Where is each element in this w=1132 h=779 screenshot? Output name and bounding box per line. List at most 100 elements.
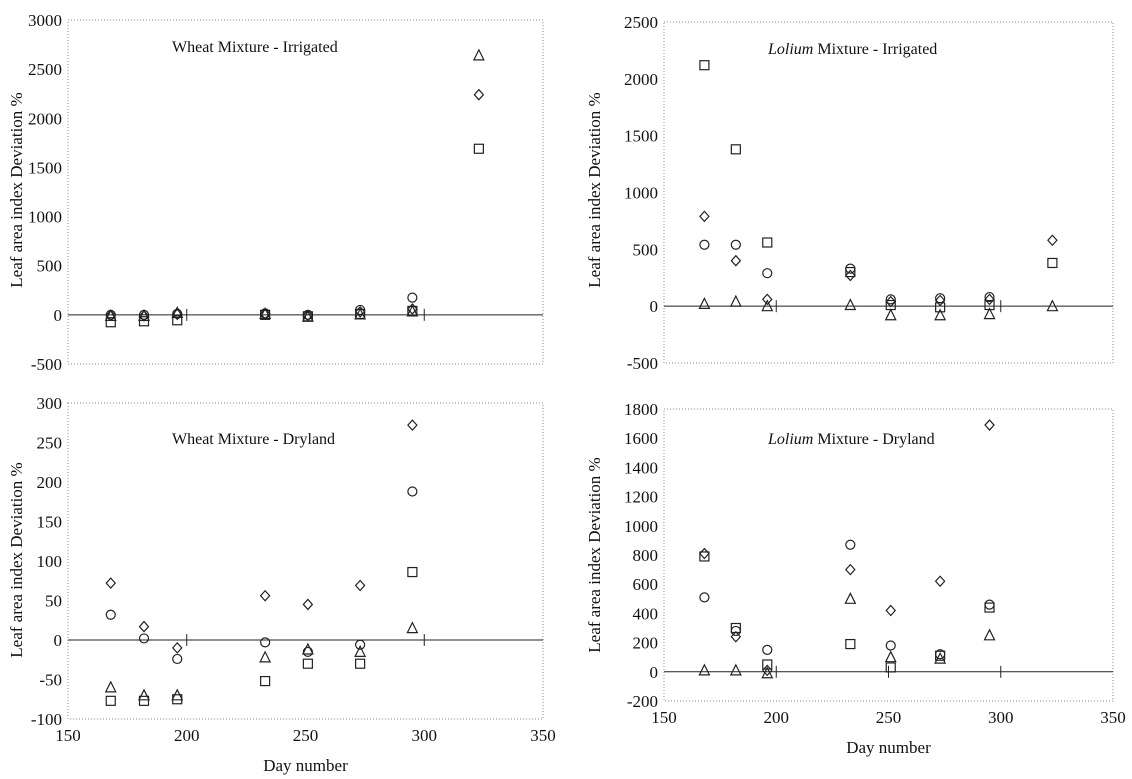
y-tick-label: -100 [31, 710, 62, 729]
x-tick-label: 300 [412, 726, 438, 745]
panel-4: -200 0 200 400 600 800 1000 1200 1400 1600 1800 150… [585, 400, 1126, 757]
triangle-point [983, 307, 996, 320]
triangle-point [171, 688, 184, 701]
diamond-point [984, 293, 995, 306]
square-point [885, 662, 896, 673]
triangle-point [698, 663, 711, 676]
y-tick-label: 3000 [28, 11, 62, 30]
square-point [845, 638, 856, 650]
diamond-point [354, 306, 366, 318]
diamond-point [885, 604, 897, 617]
triangle-point [1046, 299, 1059, 312]
plot-frame [663, 408, 1114, 702]
panel-title-part: Wheat Mixture - Irrigated [172, 39, 338, 56]
y-tick-label: 50 [45, 592, 62, 611]
triangle-point [761, 299, 774, 312]
triangle-point [698, 297, 711, 309]
diamond-point [761, 664, 773, 677]
y-tick-label: 200 [633, 634, 659, 653]
triangle-point [301, 309, 314, 322]
triangle-point [934, 308, 947, 321]
circle-point [407, 292, 418, 303]
triangle-point [171, 306, 184, 318]
triangle-point [884, 308, 897, 321]
circle-point [407, 486, 418, 497]
y-tick-label: 0 [650, 297, 659, 316]
triangle-point [472, 48, 485, 61]
y-tick-label: 100 [37, 552, 63, 571]
panel-title-part: Mixture - Irrigated [813, 41, 937, 58]
y-tick-label: 2500 [624, 13, 658, 32]
square-point [105, 695, 116, 706]
circle-point [845, 263, 856, 274]
circle-point [984, 599, 995, 610]
y-tick-label: 0 [54, 306, 63, 325]
plot-frame [67, 402, 544, 720]
y-tick-label: -200 [627, 692, 658, 711]
y-tick-label: 0 [650, 663, 659, 682]
diamond-point [354, 579, 366, 592]
x-tick-label: 350 [530, 726, 556, 745]
circle-point [984, 291, 995, 303]
circle-point [885, 294, 896, 305]
circle-point [260, 637, 271, 648]
diamond-point [302, 309, 314, 322]
triangle-point [301, 642, 314, 655]
circle-point [845, 539, 856, 550]
diamond-point [302, 598, 314, 611]
x-tick-label: 250 [876, 708, 902, 727]
triangle-point [104, 308, 117, 321]
square-point [407, 566, 418, 578]
panel-title: Lolium Mixture - Irrigated [767, 41, 937, 58]
x-axis-label: Day number [846, 738, 931, 757]
x-tick-label: 200 [174, 726, 200, 745]
diamond-point [984, 419, 995, 431]
diamond-point [1047, 234, 1058, 247]
y-tick-label: 500 [37, 257, 63, 276]
circle-point [105, 609, 116, 620]
triangle-point [729, 663, 742, 676]
x-tick-label: 300 [988, 708, 1014, 727]
triangle-point [138, 308, 150, 321]
square-point [699, 60, 710, 71]
diamond-point [761, 293, 773, 306]
triangle-point [138, 688, 150, 701]
triangle-point [761, 666, 774, 679]
y-tick-label: 1500 [28, 158, 62, 177]
square-point [473, 143, 484, 154]
triangle-point [934, 651, 947, 664]
x-tick-label: 150 [55, 726, 81, 745]
diamond-point [730, 254, 742, 267]
circle-point [762, 268, 773, 279]
diamond-point [473, 88, 485, 101]
diamond-point [407, 303, 418, 315]
square-point [984, 602, 995, 613]
y-tick-label: 1200 [624, 488, 658, 507]
y-tick-label: 1000 [624, 517, 658, 536]
panel-2: -500 0 500 1000 1500 2000 2500 Leaf area index … [585, 13, 1114, 373]
diamond-point [934, 575, 946, 588]
square-point [730, 144, 741, 155]
y-tick-label: 2000 [624, 70, 658, 89]
y-tick-label: 250 [37, 434, 63, 453]
plot-frame [67, 19, 544, 365]
diamond-point [105, 577, 117, 590]
diamond-point [171, 642, 183, 654]
square-point [138, 695, 150, 706]
square-point [1047, 257, 1058, 269]
y-tick-label: -50 [39, 671, 62, 690]
y-axis-label: Leaf area index Deviation % [7, 92, 26, 287]
y-tick-label: 800 [633, 546, 659, 565]
y-tick-label: 1400 [624, 458, 658, 477]
diamond-point [730, 630, 742, 643]
x-tick-label: 200 [764, 708, 790, 727]
diamond-point [845, 269, 856, 282]
panel-title-part: Lolium [767, 431, 813, 448]
diamond-point [138, 620, 150, 633]
y-tick-label: 1000 [28, 208, 62, 227]
square-point [105, 317, 116, 328]
circle-point [699, 239, 710, 250]
panel-title: Wheat Mixture - Irrigated [172, 39, 338, 56]
circle-point [935, 293, 946, 304]
